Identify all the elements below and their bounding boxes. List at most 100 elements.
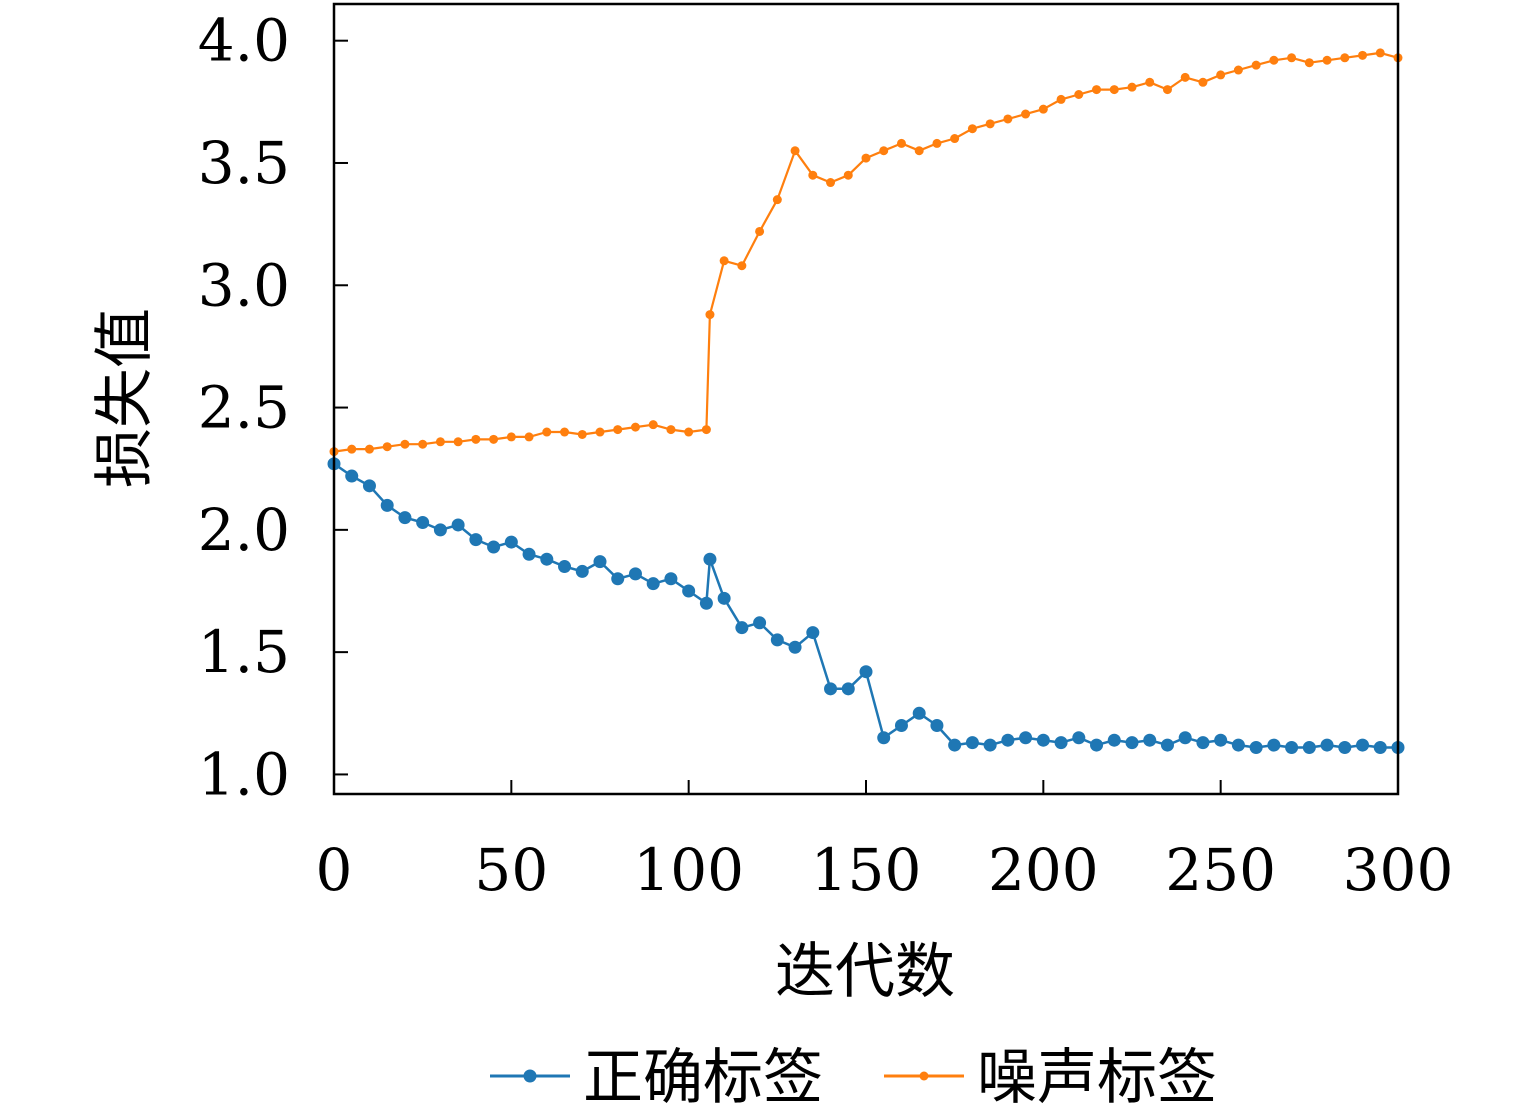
series-1-point [985,119,995,129]
series-0-point [362,479,376,493]
series-1-point [737,261,747,271]
series-1-point [1269,55,1279,65]
series-1-point [1358,50,1368,60]
series-line-0 [333,462,1398,749]
y-tick-label: 1.0 [198,740,290,808]
series-1-point [755,226,765,236]
series-1-point [1109,85,1119,95]
series-0-point [824,682,838,696]
series-1-point [1074,89,1084,99]
series-0-point [1356,738,1370,752]
series-0-point [575,564,589,578]
legend-marker-1 [919,1071,929,1081]
series-1-point [364,444,374,454]
series-1-point [1038,104,1048,114]
series-1-point [914,146,924,156]
series-0-point [1338,741,1352,755]
series-1-point [1304,58,1314,68]
series-1-point [1127,82,1137,92]
series-0-point [735,621,749,635]
series-1-point [613,425,623,435]
series-0-point [628,567,642,581]
series-1-point [719,256,729,266]
series-0-point [1019,731,1033,745]
series-0-point [451,518,465,532]
series-1-point [648,420,658,430]
y-tick-label: 2.5 [198,374,290,442]
series-0-point [806,626,820,640]
series-0-point [433,523,447,537]
series-0-point [965,736,979,750]
series-1-point [577,429,587,439]
series-0-point [1373,741,1387,755]
series-1-point [1198,77,1208,87]
series-0-point [948,738,962,752]
series-1-point [705,310,715,320]
series-1-point [1003,114,1013,124]
series-0-point [345,469,359,483]
x-axis-title: 迭代数 [775,937,955,1007]
series-1-point [1322,55,1332,65]
y-tick-label: 3.5 [198,129,290,197]
series-1-point [630,422,640,432]
series-0-point [469,533,483,547]
series-0-point [1231,738,1245,752]
series-1-point [950,134,960,144]
series-0-point [1249,741,1263,755]
series-1-point [790,146,800,156]
series-line-1 [333,51,1399,453]
series-0-point [593,555,607,569]
series-0-point [717,591,731,605]
chart-legend: 正确标签 噪声标签 [490,1043,1217,1110]
y-tick-label: 3.0 [198,251,290,319]
series-1-point [347,444,357,454]
legend-label-0: 正确标签 [583,1043,823,1110]
series-1-point [1287,53,1297,63]
series-0-point [646,577,660,591]
legend-marker-0 [523,1069,537,1083]
series-1-point [1056,94,1066,104]
series-1-point [418,439,428,449]
series-1-point [1233,65,1243,75]
series-1-point [808,170,818,180]
series-0-point [380,498,394,512]
y-tick-label: 2.0 [198,496,290,564]
series-0-point [859,665,873,679]
series-0-point [558,560,572,574]
y-tick-label: 4.0 [198,7,290,75]
series-1-point [1092,85,1102,95]
series-0-point [788,640,802,654]
series-0-point [1178,731,1192,745]
series-0-point [770,633,784,647]
series-1-point [1021,109,1031,119]
series-0-point [682,584,696,598]
series-0-point [753,616,767,630]
series-0-point [1036,733,1050,747]
series-0-point [1001,733,1015,747]
series-1-point [1251,60,1261,70]
x-tick-label: 250 [1165,836,1276,904]
series-0-point [1320,738,1334,752]
series-0-point [1160,738,1174,752]
series-1-point [1340,53,1350,63]
series-1-point [524,432,534,442]
series-0-point [1125,736,1139,750]
x-tick-label: 0 [316,836,353,904]
series-1-point [684,427,694,437]
x-tick-label: 200 [988,836,1099,904]
series-1-point [772,195,782,205]
series-0-point [487,540,501,554]
y-tick-label: 1.5 [198,618,290,686]
series-0-point [522,547,536,561]
series-1-point [1375,48,1385,58]
x-tick-label: 300 [1343,836,1454,904]
series-0-point [1107,733,1121,747]
series-0-point [416,516,430,530]
series-0-point [1196,736,1210,750]
series-0-point [912,706,926,720]
x-tick-label: 150 [811,836,922,904]
series-1-point [896,138,906,148]
series-1-point [666,425,676,435]
series-1-point [400,439,410,449]
